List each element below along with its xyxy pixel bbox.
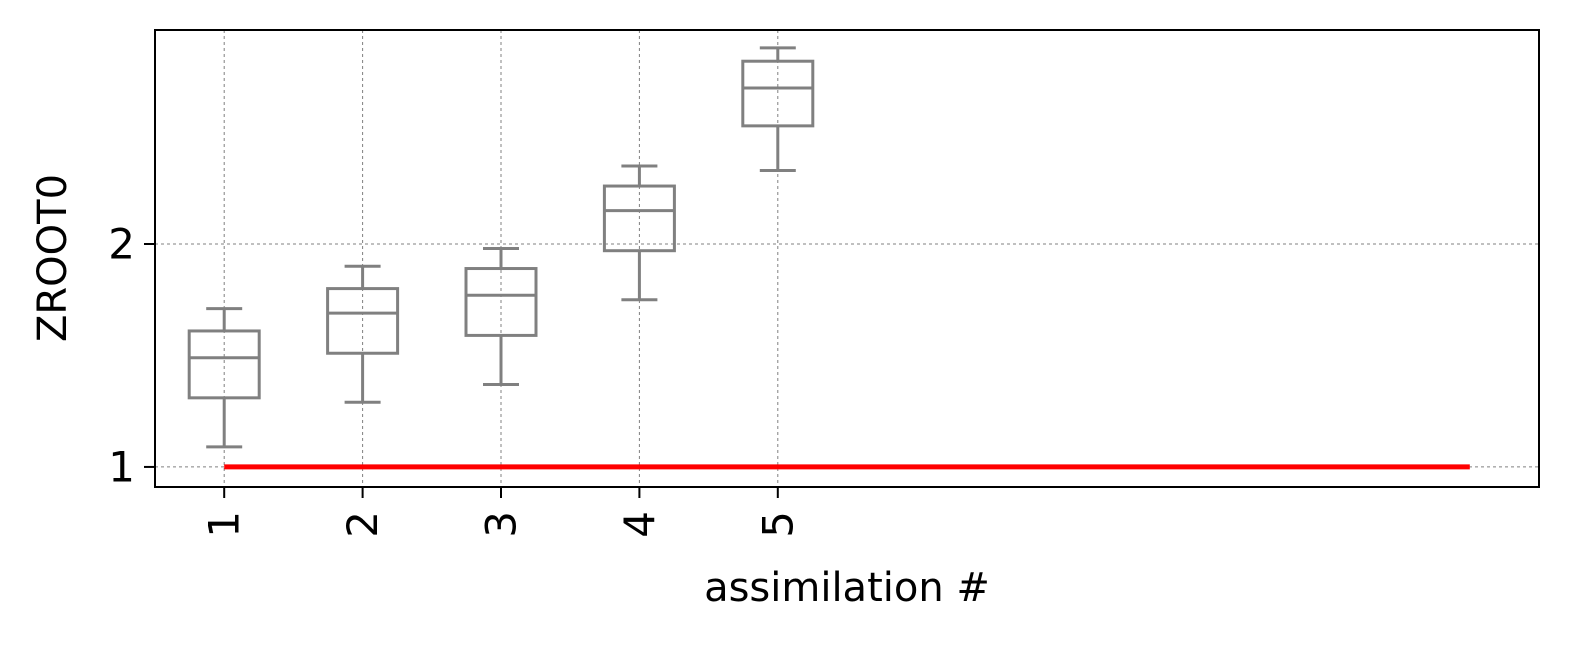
box-body [187, 329, 261, 400]
box-body [602, 184, 676, 253]
plot-frame [154, 29, 1540, 488]
box-2 [326, 264, 400, 404]
x-tick-label-2: 2 [338, 511, 387, 538]
boxes-group [187, 46, 815, 449]
box-1 [187, 307, 261, 449]
box-5 [741, 46, 815, 172]
y-axis-label: ZROOT0 [30, 174, 76, 342]
box-body [741, 59, 815, 128]
box-body [464, 267, 538, 337]
x-tick-label-1: 1 [200, 511, 249, 538]
box-3 [464, 246, 538, 386]
x-tick-label-5: 5 [753, 511, 802, 538]
grid-lines [155, 30, 1539, 487]
y-tick-label-2: 2 [108, 220, 135, 269]
x-tick-label-3: 3 [477, 511, 526, 538]
x-axis-label: assimilation # [704, 565, 990, 611]
x-tick-label-4: 4 [615, 511, 664, 538]
box-body [326, 287, 400, 355]
y-tick-label-1: 1 [108, 442, 135, 491]
axis-ticks: 1 2 3 4 5 1 2 [108, 220, 802, 538]
box-4 [602, 164, 676, 302]
